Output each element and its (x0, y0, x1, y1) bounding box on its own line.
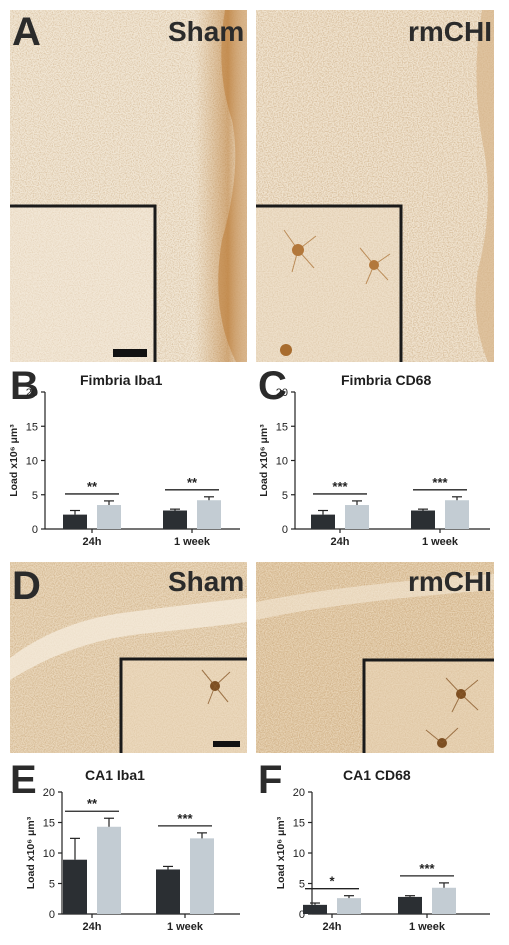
panel-letter-f: F (258, 758, 283, 802)
x-tick-label: 1 week (174, 536, 211, 548)
micrograph-a-sham-image (10, 10, 247, 362)
micrograph-d-rmchi-image (256, 562, 494, 753)
label-sham-a: Sham (168, 16, 245, 47)
y-tick-label: 0 (32, 524, 38, 536)
bar (97, 505, 121, 529)
chart-fimbria-cd68: 0 5 10 15 20 Load x10⁶ μm³ 24h *** 1 week *** (258, 387, 490, 548)
chart-fimbria-iba1: 0 5 10 15 20 Load x10⁶ μm³ 24h ** 1 week ** (8, 387, 240, 548)
y-tick-label: 20 (26, 387, 38, 399)
micrograph-a-rmchi-image (256, 10, 494, 362)
bar (398, 896, 422, 914)
micrograph-d-rmchi (256, 562, 494, 753)
chart-ca1-cd68: 0 5 10 15 20 Load x10⁶ μm³ 24h * 1 week *** (275, 787, 490, 933)
y-axis-label: Load x10⁶ μm³ (25, 816, 37, 889)
panel-letter-b: B (10, 364, 39, 408)
x-tick-label: 1 week (167, 921, 204, 933)
y-tick-label: 20 (293, 787, 305, 799)
y-tick-label: 10 (276, 456, 288, 468)
significance-label: ** (187, 475, 198, 490)
significance-label: * (329, 874, 335, 889)
significance-label: *** (332, 479, 348, 494)
y-axis-label: Load x10⁶ μm³ (8, 424, 20, 497)
y-tick-label: 15 (43, 818, 55, 830)
bar (345, 505, 369, 529)
bar (197, 500, 221, 529)
y-tick-label: 5 (32, 490, 38, 502)
y-tick-label: 15 (26, 421, 38, 433)
chart-title-f: CA1 CD68 (343, 767, 411, 783)
bar (63, 859, 87, 914)
significance-label: ** (87, 479, 98, 494)
bar (303, 904, 327, 914)
panel-letter-e: E (10, 758, 37, 802)
y-axis-label: Load x10⁶ μm³ (275, 816, 287, 889)
chart-ca1-iba1: 0 5 10 15 20 Load x10⁶ μm³ 24h ** 1 week *** (25, 787, 240, 933)
bar (63, 514, 87, 529)
y-axis-label: Load x10⁶ μm³ (258, 424, 270, 497)
bar (337, 898, 361, 914)
bar (445, 500, 469, 529)
bar (311, 514, 335, 529)
significance-label: *** (419, 861, 435, 876)
panel-letter-c: C (258, 364, 287, 408)
label-rmchi-d: rmCHI (408, 566, 493, 597)
micrograph-a-rmchi (256, 10, 494, 362)
y-tick-label: 15 (293, 818, 305, 830)
bar (163, 510, 187, 529)
micrograph-a-sham (10, 10, 247, 362)
bar (97, 826, 121, 914)
y-tick-label: 20 (276, 387, 288, 399)
y-tick-label: 0 (282, 524, 288, 536)
bar (411, 510, 435, 529)
y-tick-label: 5 (49, 879, 55, 891)
scale-bar-d (213, 741, 240, 747)
significance-label: *** (432, 475, 448, 490)
micrograph-d-sham (10, 562, 247, 753)
label-sham-d: Sham (168, 566, 245, 597)
micrograph-d-sham-image (10, 562, 247, 753)
x-tick-label: 24h (323, 921, 342, 933)
x-tick-label: 24h (83, 536, 102, 548)
chart-title-b: Fimbria Iba1 (80, 372, 163, 388)
y-tick-label: 5 (282, 490, 288, 502)
bar (190, 838, 214, 914)
bar (156, 869, 180, 914)
y-tick-label: 0 (49, 909, 55, 921)
y-tick-label: 0 (299, 909, 305, 921)
y-tick-label: 20 (43, 787, 55, 799)
scale-bar (113, 349, 147, 357)
chart-title-e: CA1 Iba1 (85, 767, 145, 783)
significance-label: ** (87, 796, 98, 811)
label-rmchi-a: rmCHI (408, 16, 493, 47)
y-tick-label: 10 (293, 848, 305, 860)
x-tick-label: 24h (83, 921, 102, 933)
chart-title-c: Fimbria CD68 (341, 372, 432, 388)
x-tick-label: 24h (331, 536, 350, 548)
y-tick-label: 10 (43, 848, 55, 860)
panel-letter-d: D (12, 564, 41, 608)
panel-letter-a: A (12, 10, 41, 54)
y-tick-label: 15 (276, 421, 288, 433)
x-tick-label: 1 week (409, 921, 446, 933)
x-tick-label: 1 week (422, 536, 459, 548)
significance-label: *** (177, 811, 193, 826)
y-tick-label: 5 (299, 879, 305, 891)
bar (432, 887, 456, 914)
y-tick-label: 10 (26, 456, 38, 468)
